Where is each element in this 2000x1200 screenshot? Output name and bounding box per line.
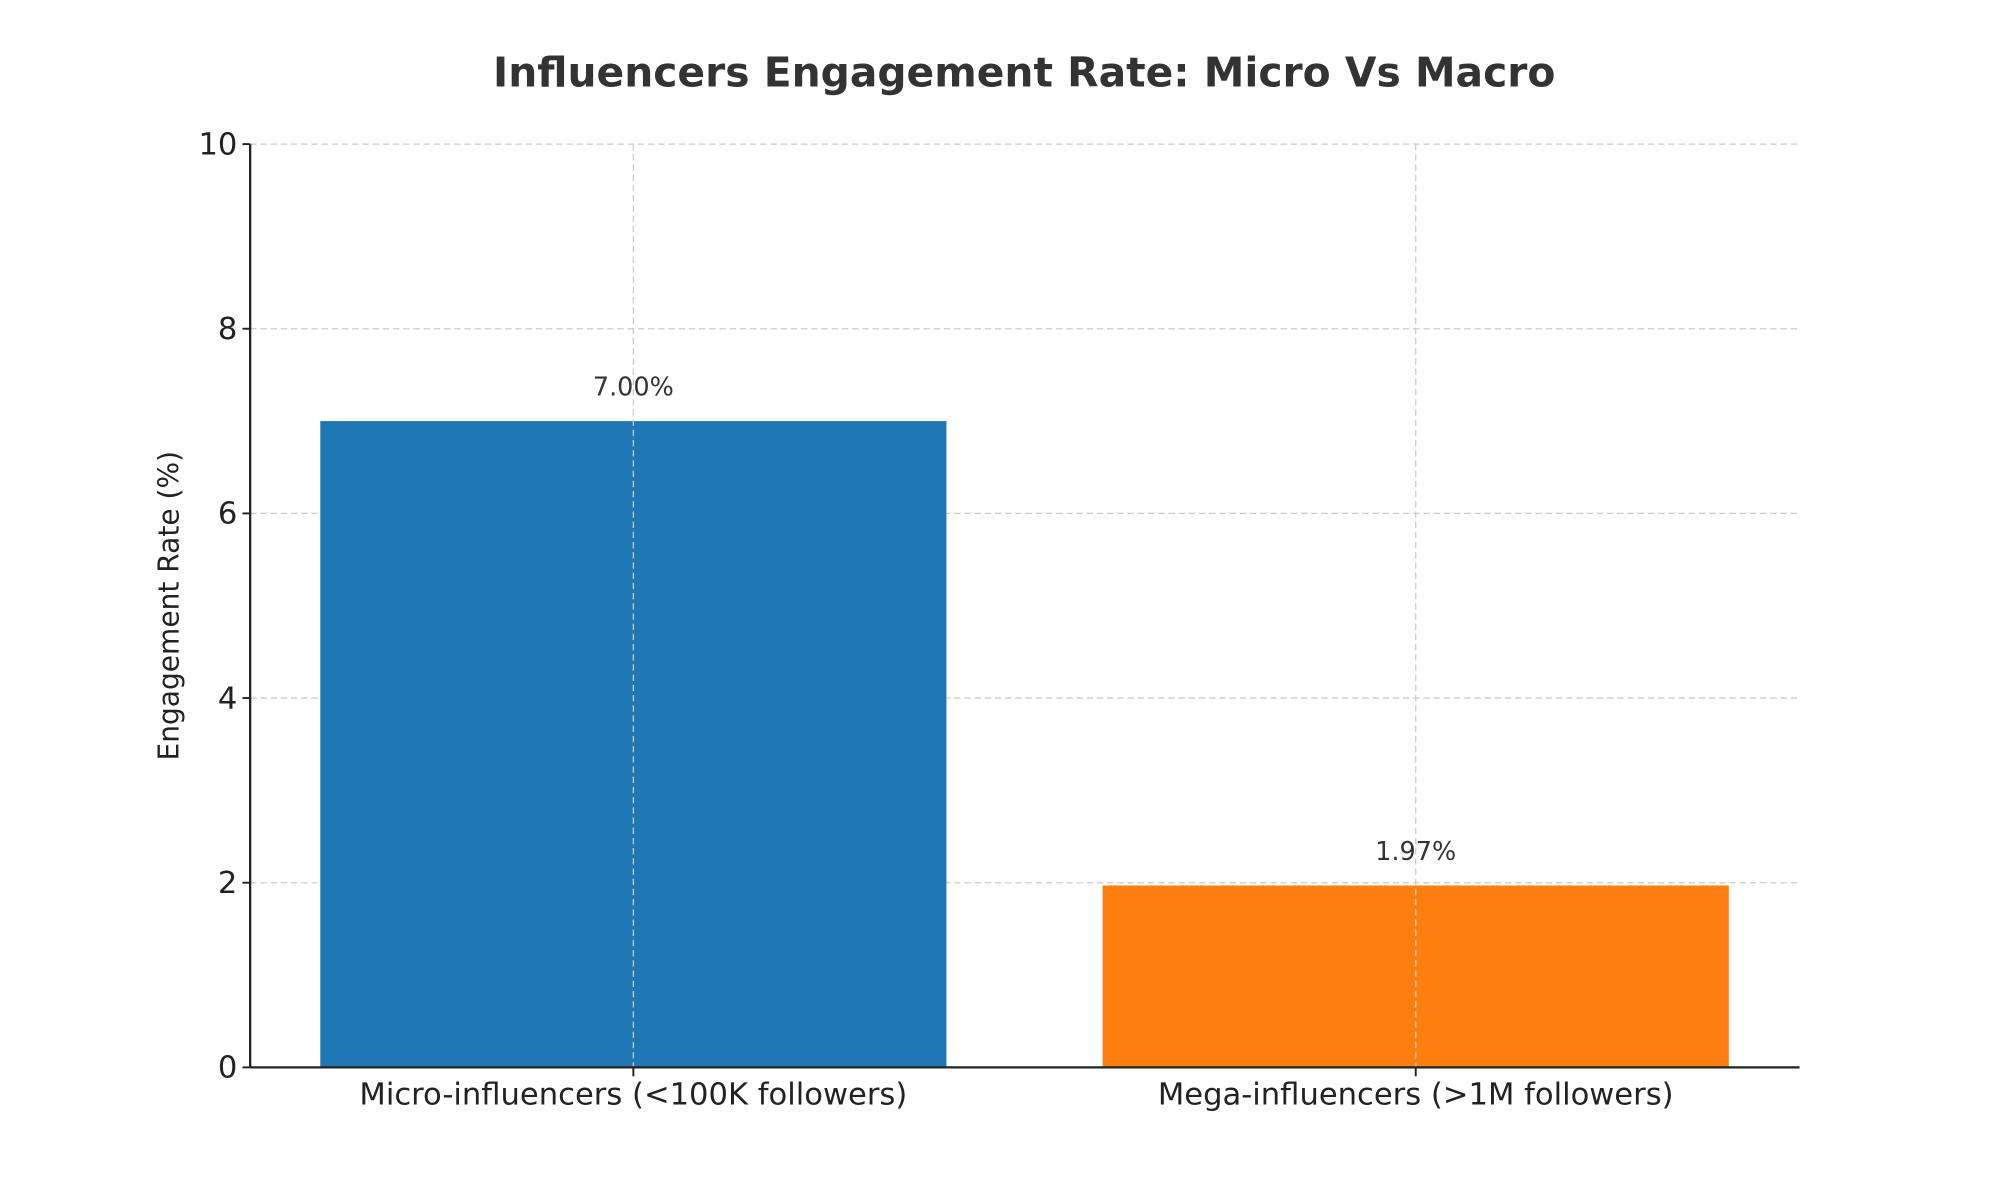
bar xyxy=(320,421,947,1068)
data-label: 7.00% xyxy=(593,373,674,403)
y-axis-label: Engagement Rate (%) xyxy=(153,451,186,761)
y-tick-label: 6 xyxy=(218,497,237,532)
y-tick-label: 0 xyxy=(218,1051,237,1086)
chart-title: Influencers Engagement Rate: Micro Vs Ma… xyxy=(493,49,1555,97)
x-tick-label: Micro-influencers (<100K followers) xyxy=(359,1077,907,1112)
y-tick-label: 2 xyxy=(218,866,237,901)
y-tick-label: 10 xyxy=(198,127,237,162)
data-label: 1.97% xyxy=(1375,837,1456,867)
x-tick-label: Mega-influencers (>1M followers) xyxy=(1158,1077,1674,1112)
y-tick-label: 4 xyxy=(218,681,237,716)
y-tick-label: 8 xyxy=(218,312,237,347)
